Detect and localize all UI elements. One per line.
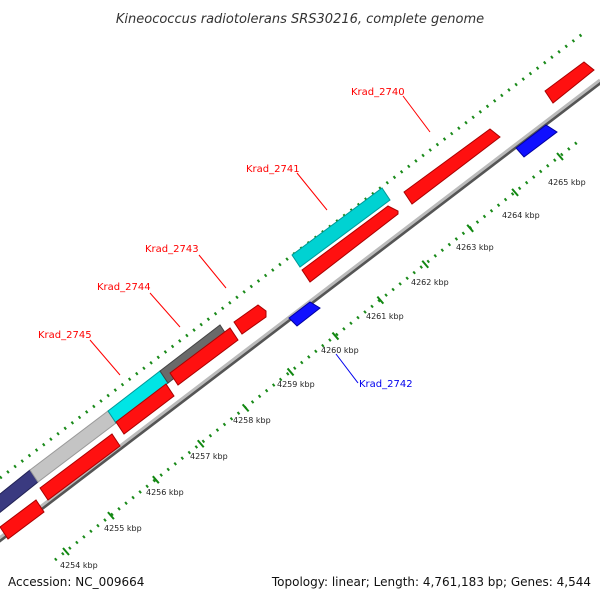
- tick-label-4259: 4259 kbp: [277, 380, 315, 389]
- leader-krad-2744: [149, 292, 181, 328]
- label-krad-2743[interactable]: Krad_2743: [145, 244, 199, 255]
- kbp-tick: [196, 439, 205, 448]
- kbp-tick: [107, 511, 115, 520]
- cds-krad-2740[interactable]: [403, 128, 501, 205]
- genome-backbone: [0, 78, 600, 540]
- kbp-tick: [331, 331, 340, 341]
- accession-label: Accession: NC_009664: [8, 575, 144, 589]
- tick-label-4262: 4262 kbp: [411, 278, 449, 287]
- tick-label-4256: 4256 kbp: [146, 488, 184, 497]
- tick-label-4261: 4261 kbp: [366, 312, 404, 321]
- lower-ruler: [54, 138, 581, 562]
- cds-red-3[interactable]: [115, 383, 175, 435]
- tick-label-4260: 4260 kbp: [321, 346, 359, 355]
- tick-label-4264: 4264 kbp: [502, 211, 540, 220]
- cds-red-2[interactable]: [39, 433, 121, 501]
- tick-label-4263: 4263 kbp: [456, 243, 494, 252]
- cds-krad-2742[interactable]: [288, 301, 321, 327]
- kbp-tick: [511, 188, 519, 197]
- kbp-tick: [466, 224, 474, 233]
- label-krad-2742[interactable]: Krad_2742: [359, 379, 413, 390]
- label-krad-2744[interactable]: Krad_2744: [97, 282, 151, 293]
- kbp-tick: [421, 260, 430, 269]
- label-krad-2740[interactable]: Krad_2740: [351, 87, 405, 98]
- kbp-tick: [62, 547, 70, 556]
- tick-label-4254: 4254 kbp: [60, 561, 98, 570]
- kbp-tick: [152, 475, 160, 484]
- feature-krad-2741[interactable]: [291, 187, 391, 268]
- leader-krad-2745: [89, 339, 121, 376]
- tick-label-4265: 4265 kbp: [548, 178, 586, 187]
- label-krad-2741[interactable]: Krad_2741: [246, 164, 300, 175]
- kbp-tick: [286, 367, 295, 377]
- leader-krad-2742: [335, 353, 359, 384]
- leader-krad-2743: [198, 254, 227, 289]
- tick-label-4258: 4258 kbp: [233, 416, 271, 425]
- leader-krad-2741: [296, 172, 328, 211]
- upper-ruler: [0, 30, 586, 480]
- tick-label-4257: 4257 kbp: [190, 452, 228, 461]
- kbp-tick: [241, 403, 250, 413]
- kbp-ticks: [62, 152, 564, 556]
- cds-red-4[interactable]: [169, 327, 239, 386]
- leader-krad-2740: [402, 95, 431, 133]
- gene-labels: Krad_2745 Krad_2744 Krad_2743 Krad_2741 …: [38, 87, 431, 390]
- map-title: Kineococcus radiotolerans SRS30216, comp…: [116, 12, 484, 27]
- cds-krad-2743[interactable]: [233, 304, 267, 335]
- kbp-tick: [376, 295, 385, 305]
- cds-red-6[interactable]: [301, 205, 399, 283]
- genome-summary: Topology: linear; Length: 4,761,183 bp; …: [271, 575, 591, 589]
- cds-blue-2[interactable]: [515, 124, 558, 158]
- cds-red-1[interactable]: [0, 499, 45, 540]
- kbp-tick: [556, 152, 564, 161]
- cds-red-8[interactable]: [544, 61, 595, 104]
- label-krad-2745[interactable]: Krad_2745: [38, 330, 92, 341]
- kbp-labels: 4254 kbp 4255 kbp 4256 kbp 4257 kbp 4258…: [60, 178, 586, 570]
- tick-label-4255: 4255 kbp: [104, 524, 142, 533]
- backbone-shadow: [0, 80, 600, 543]
